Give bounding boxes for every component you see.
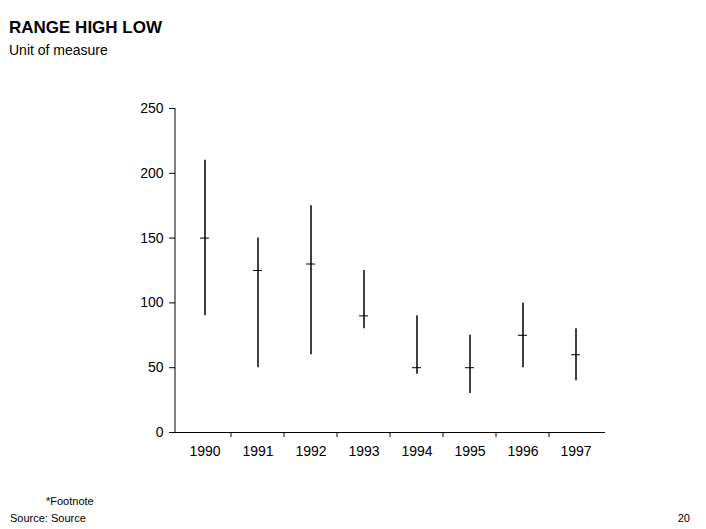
html-text:Source: Source: Source: Source (10, 512, 86, 524)
html-text:20: 20 (677, 512, 690, 524)
svg-text:1995: 1995 (454, 443, 485, 459)
html-text:*Footnote: *Footnote (46, 495, 94, 507)
svg-text:200: 200 (140, 165, 164, 181)
svg-text:1993: 1993 (348, 443, 379, 459)
svg-text:250: 250 (140, 100, 164, 116)
svg-text:1992: 1992 (295, 443, 326, 459)
svg-text:1991: 1991 (242, 443, 273, 459)
html-text:RANGE HIGH LOW: RANGE HIGH LOW (9, 18, 162, 37)
svg-text:1997: 1997 (560, 443, 591, 459)
svg-text:1990: 1990 (189, 443, 220, 459)
svg-text:1994: 1994 (401, 443, 432, 459)
html-text:Unit of measure: Unit of measure (9, 42, 108, 58)
svg-text:0: 0 (156, 424, 164, 440)
svg-text:100: 100 (140, 294, 164, 310)
svg-text:1996: 1996 (507, 443, 538, 459)
svg-text:50: 50 (148, 359, 164, 375)
svg-text:150: 150 (140, 230, 164, 246)
